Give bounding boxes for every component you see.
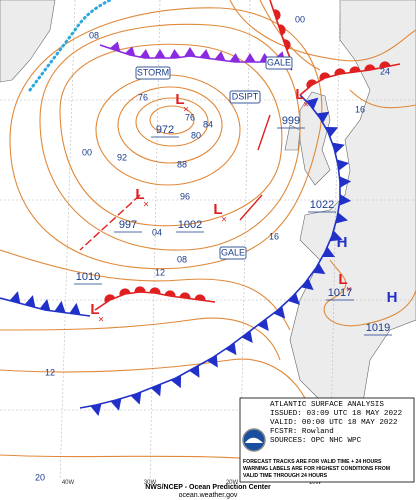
- warning-box: [265, 56, 293, 70]
- isobar-label: 96: [180, 191, 190, 201]
- longitude-label: 10W: [309, 480, 322, 486]
- info-note: VALID TIME THROUGH 24 HOURS: [243, 473, 328, 479]
- credit: NWS/NCEP - Ocean Prediction Center: [145, 484, 271, 491]
- pressure-label: 997: [119, 219, 137, 231]
- low-symbol: L: [295, 86, 304, 103]
- isobar-label: 12: [155, 267, 165, 277]
- warning-label: GALE: [267, 57, 291, 67]
- isobar-label: 12: [45, 367, 55, 377]
- isobar-label: 24: [380, 66, 390, 76]
- high-symbol: H: [387, 289, 398, 306]
- isobar-label: 76: [185, 112, 195, 122]
- low-center: ×: [143, 200, 149, 211]
- isobar-label: 08: [177, 254, 187, 264]
- low-symbol: L: [175, 91, 184, 108]
- pressure-label: 1017: [328, 287, 352, 299]
- longitude-label: 20W: [226, 480, 239, 486]
- isobar-label: 84: [203, 119, 213, 129]
- url: ocean.weather.gov: [179, 492, 238, 499]
- isobar-label: 00: [82, 147, 92, 157]
- isobar-label: 08: [89, 30, 99, 40]
- info-forecaster: FCSTR: Rowland: [270, 428, 334, 436]
- warning-box: [219, 246, 247, 260]
- isobar-label: 16: [269, 231, 279, 241]
- isobar-label: 76: [138, 92, 148, 102]
- warning-box: [135, 66, 171, 80]
- low-symbol: L: [135, 186, 144, 203]
- pressure-label: 999: [282, 115, 300, 127]
- isobar-label: 00: [295, 14, 305, 24]
- low-center: ×: [346, 285, 352, 296]
- isobar-label: 20: [35, 472, 45, 482]
- info-note: FORECAST TRACKS ARE FOR VALID TIME + 24 …: [243, 459, 382, 465]
- longitude-label: 30W: [144, 480, 157, 486]
- low-center: ×: [98, 315, 104, 326]
- pressure-label: 1019: [366, 322, 390, 334]
- low-symbol: L: [90, 301, 99, 318]
- pressure-label: 1022: [310, 199, 334, 211]
- info-box: ATLANTIC SURFACE ANALYSIS ISSUED: 03:09 …: [239, 397, 415, 483]
- pressure-label: 972: [156, 124, 174, 136]
- low-center: ×: [221, 215, 227, 226]
- low-center: ×: [303, 100, 309, 111]
- info-sources: SOURCES: OPC NHC WPC: [270, 437, 362, 445]
- warning-label: STORM: [137, 67, 169, 77]
- isobar-label: 04: [152, 227, 162, 237]
- high-symbol: H: [337, 234, 348, 251]
- pressure-label: 1010: [76, 271, 100, 283]
- low-center: ×: [183, 105, 189, 116]
- pressure-label: 1002: [178, 219, 202, 231]
- low-symbol: L: [338, 271, 347, 288]
- isobar-label: 92: [117, 152, 127, 162]
- low-symbol: L: [213, 201, 222, 218]
- info-title: ATLANTIC SURFACE ANALYSIS: [270, 401, 384, 409]
- info-issued: ISSUED: 03:09 UTC 18 MAY 2022: [270, 410, 403, 418]
- warning-box: [229, 90, 261, 104]
- info-valid: VALID: 00:00 UTC 18 MAY 2022: [270, 419, 398, 427]
- warning-label: GALE: [221, 247, 245, 257]
- isobar-label: 88: [177, 159, 187, 169]
- ice-edge: [28, 0, 112, 92]
- info-note: WARNING LABELS ARE FOR HIGHEST CONDITION…: [243, 466, 390, 472]
- isobar-label: 16: [355, 104, 365, 114]
- longitude-label: 40W: [62, 480, 75, 486]
- warning-label: DSIPT: [232, 91, 259, 101]
- isobar-label: 80: [191, 130, 201, 140]
